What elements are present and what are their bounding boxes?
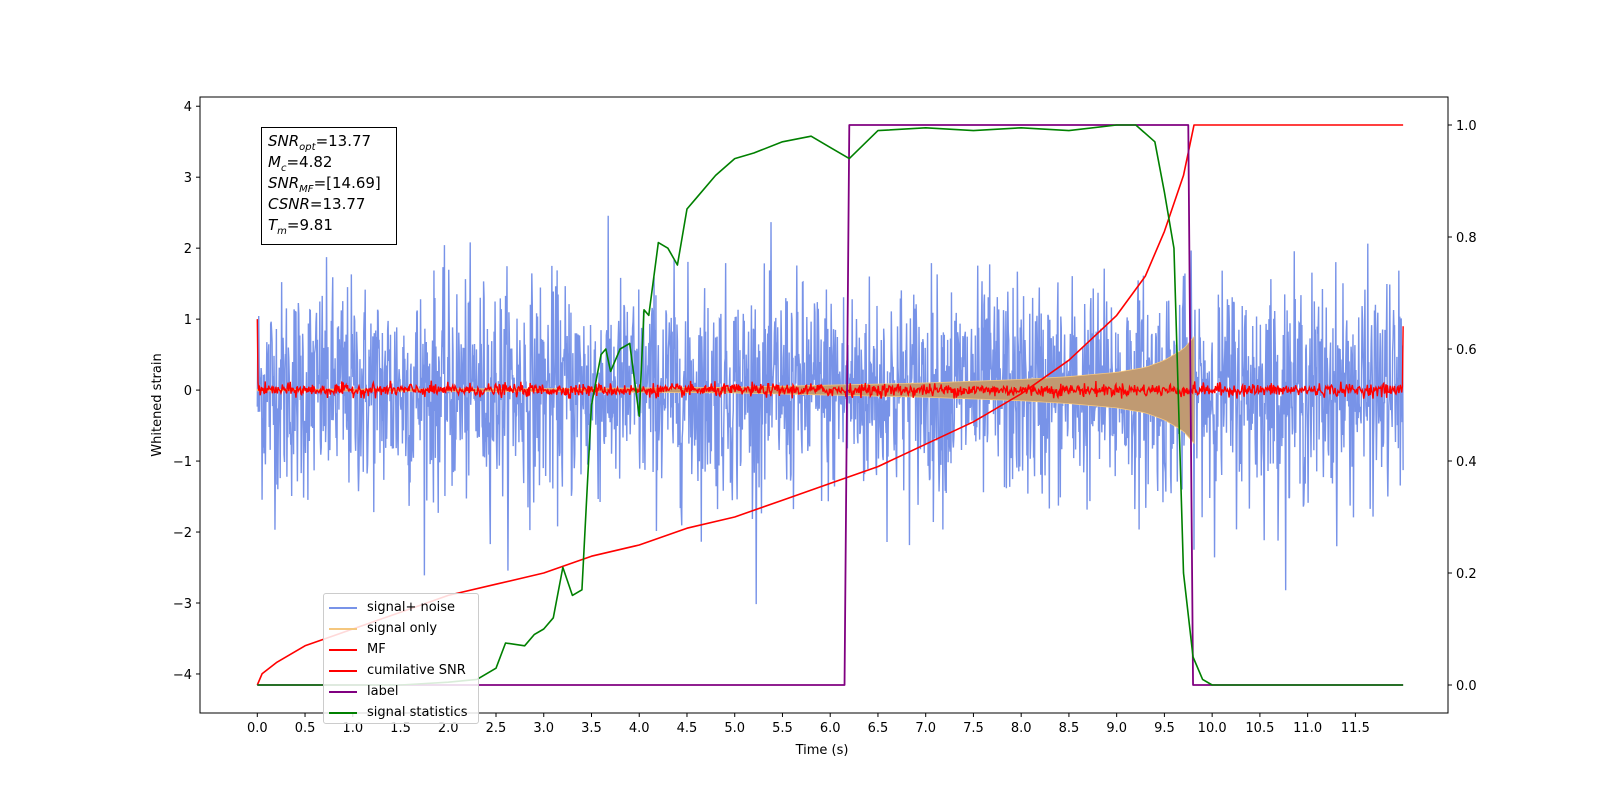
legend-swatch-signal-statistics xyxy=(329,711,357,714)
x-tick-label: 8.5 xyxy=(1059,721,1080,736)
x-tick-label: 6.0 xyxy=(820,721,841,736)
x-tick-label: 5.0 xyxy=(724,721,745,736)
y-tick-label-left: 3 xyxy=(184,171,192,186)
x-axis-label: Time (s) xyxy=(795,743,849,758)
annotation-tm-value: =9.81 xyxy=(286,216,333,234)
x-axis: 0.0 0.5 1.0 1.5 2.0 2.5 3.0 3.5 4.0 4.5 5.0 5.5 6.0 6… xyxy=(247,713,1370,736)
x-tick-label: 11.5 xyxy=(1341,721,1370,736)
x-tick-label: 1.0 xyxy=(342,721,363,736)
legend-label: signal statistics xyxy=(367,705,468,720)
x-tick-label: 5.5 xyxy=(772,721,793,736)
plot-frame xyxy=(199,96,1449,714)
y-tick-label-right: 1.0 xyxy=(1456,119,1477,134)
x-tick-label: 10.5 xyxy=(1245,721,1274,736)
y-tick-label-left: 2 xyxy=(184,242,192,257)
metrics-annotation-box: SNRopt=13.77 Mc=4.82 SNRMF=[14.69] CSNR=… xyxy=(261,127,397,245)
legend-item-signal-noise: signal+ noise xyxy=(324,597,478,618)
y-tick-label-left: −1 xyxy=(173,455,192,470)
y-tick-label-left: 0 xyxy=(184,384,192,399)
y-tick-label-right: 0.2 xyxy=(1456,567,1477,582)
y-tick-label-left: −4 xyxy=(173,668,192,683)
series-line-signal-statistics xyxy=(257,124,1404,686)
annotation-snr-mf: SNRMF=[14.69] xyxy=(268,174,381,195)
x-tick-label: 0.5 xyxy=(295,721,316,736)
legend-label: MF xyxy=(367,642,386,657)
x-tick-label: 9.0 xyxy=(1106,721,1127,736)
legend-swatch-signal-noise xyxy=(329,606,357,609)
x-tick-label: 9.5 xyxy=(1154,721,1175,736)
x-tick-label: 3.5 xyxy=(581,721,602,736)
legend-label: signal+ noise xyxy=(367,600,456,615)
x-tick-label: 7.5 xyxy=(963,721,984,736)
annotation-snr-mf-value: =[14.69] xyxy=(313,174,381,192)
y-tick-label-left: −3 xyxy=(173,597,192,612)
legend-swatch-label xyxy=(329,690,357,693)
legend-item-label: label xyxy=(324,681,478,702)
legend-label: cumilative SNR xyxy=(367,663,466,678)
x-tick-label: 8.0 xyxy=(1011,721,1032,736)
annotation-tm: Tm=9.81 xyxy=(268,216,333,237)
legend-item-signal-statistics: signal statistics xyxy=(324,702,478,723)
annotation-snr-opt: SNRopt=13.77 xyxy=(268,132,372,153)
x-tick-label: 3.0 xyxy=(533,721,554,736)
legend-label: label xyxy=(367,684,399,699)
legend-swatch-mf xyxy=(329,648,357,651)
annotation-snr-opt-value: =13.77 xyxy=(315,132,372,150)
annotation-csnr-value: =13.77 xyxy=(309,195,366,213)
legend: signal+ noise signal only MF cumilative … xyxy=(323,593,479,724)
y-axis-right: 0.0 0.2 0.4 0.6 0.8 1.0 xyxy=(1448,119,1477,694)
y-tick-label-right: 0.0 xyxy=(1456,679,1477,694)
annotation-mc-value: =4.82 xyxy=(286,153,333,171)
x-tick-label: 6.5 xyxy=(868,721,889,736)
legend-swatch-signal-only xyxy=(329,627,357,630)
legend-item-mf: MF xyxy=(324,639,478,660)
x-tick-label: 4.5 xyxy=(677,721,698,736)
annotation-csnr: CSNR=13.77 xyxy=(268,195,366,213)
y-tick-label-left: 4 xyxy=(184,100,192,115)
x-tick-label: 2.0 xyxy=(438,721,459,736)
y-tick-label-right: 0.4 xyxy=(1456,455,1477,470)
x-tick-label: 7.0 xyxy=(915,721,936,736)
series-line-signal-noise xyxy=(256,215,1404,605)
legend-item-cumulative-snr: cumilative SNR xyxy=(324,660,478,681)
x-tick-label: 1.5 xyxy=(390,721,411,736)
x-tick-label: 4.0 xyxy=(629,721,650,736)
legend-swatch-cumulative-snr xyxy=(329,669,357,672)
y-tick-label-left: 1 xyxy=(184,313,192,328)
y-axis-label-left: Whitened strain xyxy=(150,353,165,456)
y-tick-label-left: −2 xyxy=(173,526,192,541)
x-tick-label: 0.0 xyxy=(247,721,268,736)
y-tick-label-right: 0.6 xyxy=(1456,343,1477,358)
series-line-mf xyxy=(256,319,1404,400)
legend-label: signal only xyxy=(367,621,438,636)
x-tick-label: 2.5 xyxy=(486,721,507,736)
data-layer xyxy=(256,124,1404,686)
legend-item-signal-only: signal only xyxy=(324,618,478,639)
x-tick-label: 10.0 xyxy=(1198,721,1227,736)
y-axis-left: −4 −3 −2 −1 0 1 2 3 4 xyxy=(173,100,200,683)
y-tick-label-right: 0.8 xyxy=(1456,231,1477,246)
x-tick-label: 11.0 xyxy=(1293,721,1322,736)
annotation-mc: Mc=4.82 xyxy=(268,153,333,174)
